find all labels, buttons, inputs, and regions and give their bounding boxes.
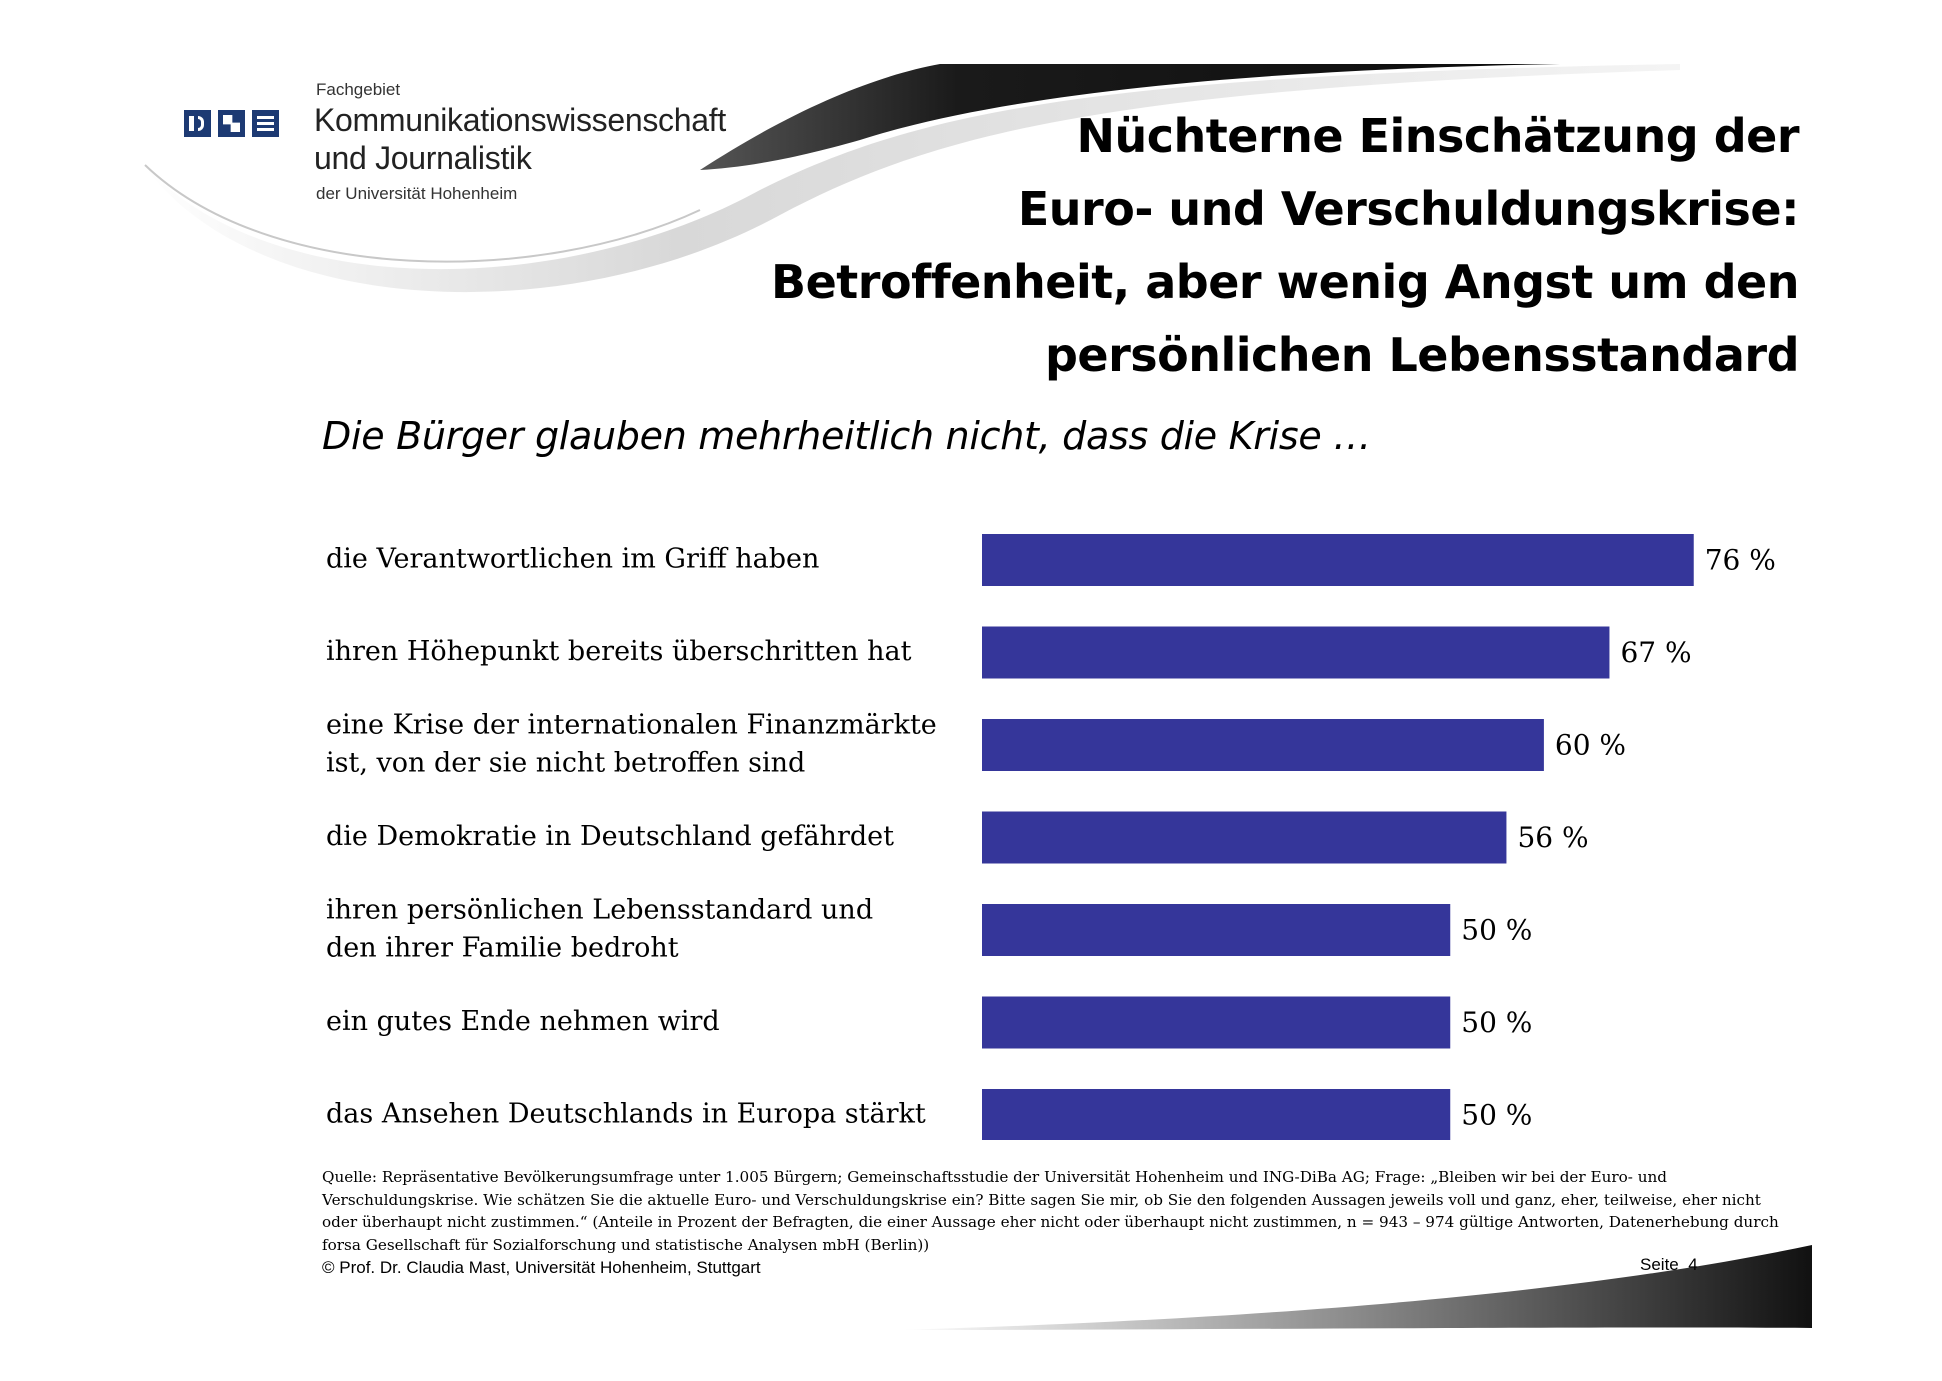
category-label: ein gutes Ende nehmen wird [326, 1006, 720, 1037]
value-label: 76 % [1705, 544, 1776, 577]
bar [982, 534, 1694, 586]
value-label: 60 % [1555, 729, 1626, 762]
bar-row: ihren Höhepunkt bereits überschritten ha… [326, 626, 1692, 679]
value-label: 50 % [1461, 1099, 1532, 1132]
copyright-note: © Prof. Dr. Claudia Mast, Universität Ho… [322, 1258, 761, 1277]
bar [982, 719, 1544, 771]
category-label: eine Krise der internationalen Finanzmär… [326, 710, 937, 741]
category-label: ihren Höhepunkt bereits überschritten ha… [326, 636, 912, 667]
slide-title: Nüchterne Einschätzung der Euro- und Ver… [599, 100, 1799, 392]
category-label: den ihrer Familie bedroht [326, 933, 679, 964]
bar-row: die Verantwortlichen im Griff haben 76 % [326, 534, 1776, 586]
chart-subtitle: Die Bürger glauben mehrheitlich nicht, d… [322, 414, 1371, 458]
category-label: ihren persönlichen Lebensstandard und [326, 895, 873, 926]
slide-title-line: Euro- und Verschuldungskrise: [1017, 182, 1800, 236]
slide-title-line: persönlichen Lebensstandard [1044, 328, 1800, 382]
source-line: oder überhaupt nicht zustimmen.“ (Anteil… [322, 1213, 1779, 1231]
slide-title-line: Nüchterne Einschätzung der [1076, 109, 1800, 163]
source-line: Verschuldungskrise. Wie schätzen Sie die… [322, 1190, 1761, 1209]
value-label: 50 % [1461, 914, 1532, 947]
bar [982, 626, 1610, 679]
category-label: die Verantwortlichen im Griff haben [326, 544, 819, 575]
logo [184, 110, 279, 137]
value-label: 67 % [1620, 636, 1691, 669]
page-number: Seite 4 [1640, 1255, 1698, 1274]
bar [982, 904, 1451, 956]
source-line: forsa Gesellschaft für Sozialforschung u… [322, 1235, 930, 1254]
slide-title-line: Betroffenheit, aber wenig Angst um den [771, 255, 1799, 309]
category-label: das Ansehen Deutschlands in Europa stärk… [326, 1099, 926, 1130]
grid-icon [218, 110, 245, 137]
institute-name-line1: Kommunikationswissenschaft [314, 102, 726, 138]
value-label: 50 % [1461, 1006, 1532, 1039]
bar [982, 1089, 1451, 1140]
media-icon [184, 110, 211, 137]
bar-row: das Ansehen Deutschlands in Europa stärk… [326, 1089, 1532, 1140]
value-label: 56 % [1517, 821, 1588, 854]
text-lines-icon [252, 110, 279, 137]
bar [982, 811, 1507, 864]
institute-department-label: Fachgebiet [316, 80, 401, 99]
bar [982, 996, 1451, 1049]
bar-row: eine Krise der internationalen Finanzmär… [326, 710, 1626, 779]
category-label: die Demokratie in Deutschland gefährdet [326, 821, 894, 852]
university-name: der Universität Hohenheim [316, 184, 518, 203]
bar-row: ihren persönlichen Lebensstandard und den… [326, 895, 1532, 964]
bar-row: die Demokratie in Deutschland gefährdet 5… [326, 811, 1589, 864]
bar-row: ein gutes Ende nehmen wird 50 % [326, 996, 1532, 1049]
category-label: ist, von der sie nicht betroffen sind [326, 748, 805, 779]
source-note: Quelle: Repräsentative Bevölkerungsumfra… [322, 1166, 1802, 1256]
institute-name-line2: und Journalistik [314, 140, 532, 176]
source-line: Quelle: Repräsentative Bevölkerungsumfra… [322, 1168, 1668, 1186]
bar-chart: die Verantwortlichen im Griff haben 76 % i… [326, 534, 1776, 1140]
